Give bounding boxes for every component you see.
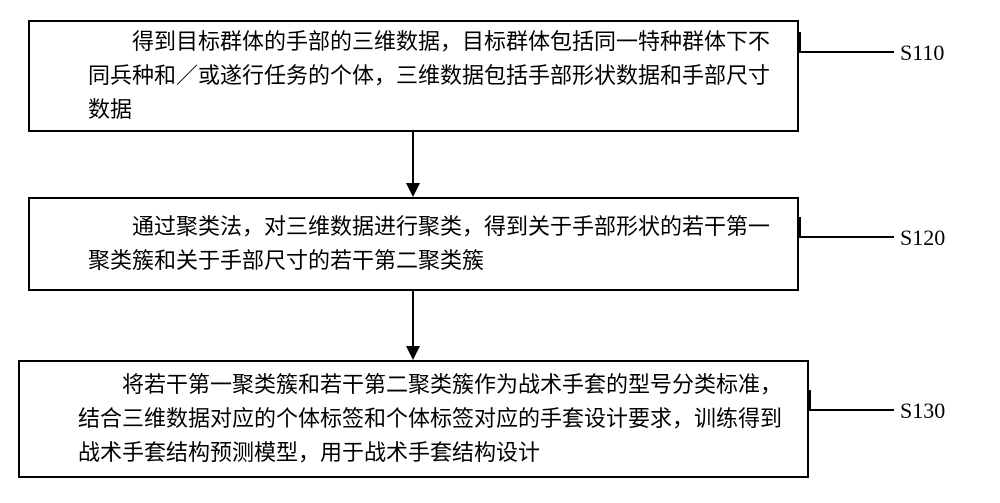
arrow-head-icon	[406, 183, 420, 197]
flow-step-text: 将若干第一聚类簇和若干第二聚类簇作为战术手套的型号分类标准，结合三维数据对应的个…	[20, 360, 807, 478]
flow-step-s120: 通过聚类法，对三维数据进行聚类，得到关于手部形状的若干第一聚类簇和关于手部尺寸的…	[28, 197, 799, 291]
connector-line	[809, 390, 811, 410]
arrow-head-icon	[406, 346, 420, 360]
step-label-s120: S120	[900, 225, 945, 251]
connector-line	[809, 409, 894, 411]
step-label-s110: S110	[900, 40, 944, 66]
flow-step-s110: 得到目标群体的手部的三维数据，目标群体包括同一特种群体下不同兵种和／或遂行任务的…	[28, 20, 799, 132]
step-label-s130: S130	[900, 398, 945, 424]
arrow-line	[412, 132, 414, 183]
connector-line	[799, 32, 801, 52]
connector-line	[799, 217, 801, 237]
arrow-line	[412, 291, 414, 346]
connector-line	[799, 236, 894, 238]
connector-line	[799, 51, 894, 53]
flow-step-s130: 将若干第一聚类簇和若干第二聚类簇作为战术手套的型号分类标准，结合三维数据对应的个…	[18, 360, 809, 478]
flow-step-text: 通过聚类法，对三维数据进行聚类，得到关于手部形状的若干第一聚类簇和关于手部尺寸的…	[30, 202, 797, 286]
flow-step-text: 得到目标群体的手部的三维数据，目标群体包括同一特种群体下不同兵种和／或遂行任务的…	[30, 17, 797, 135]
